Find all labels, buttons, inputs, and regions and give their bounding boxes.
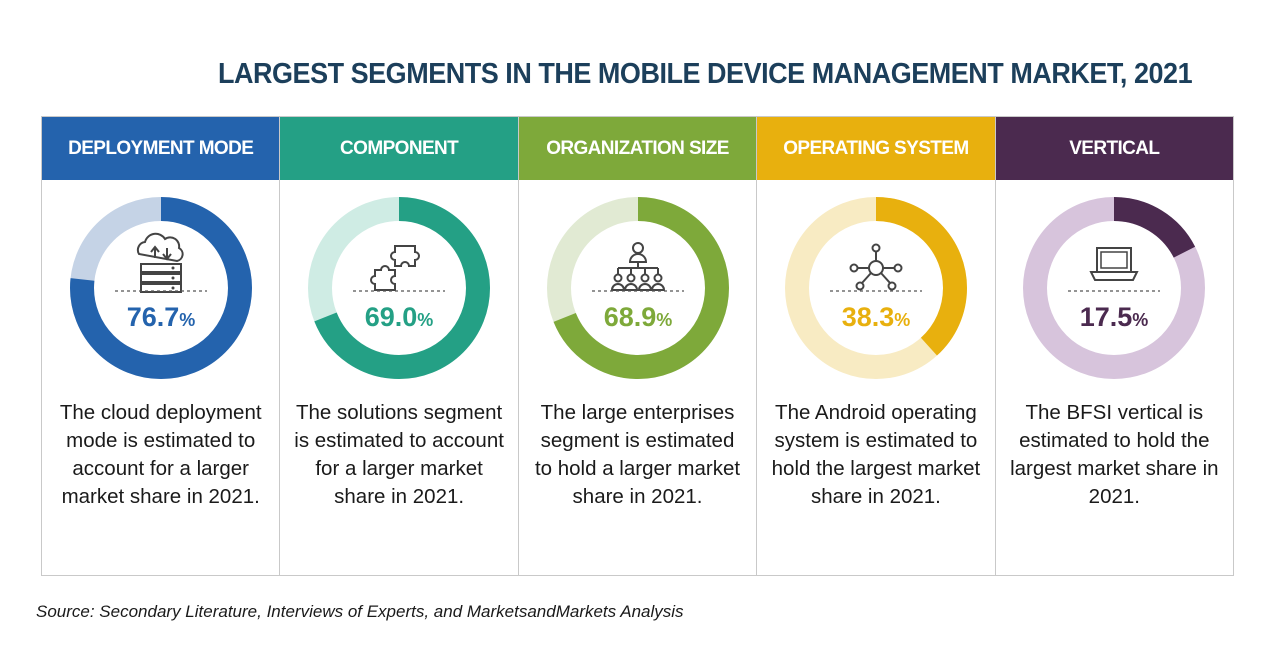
donut-container: 38.3% bbox=[757, 197, 994, 379]
donut-chart: 76.7% bbox=[69, 197, 252, 379]
percentage-value: 68.9 bbox=[603, 302, 656, 332]
source-note: Source: Secondary Literature, Interviews… bbox=[36, 602, 684, 621]
donut-value-arc bbox=[784, 197, 967, 379]
percentage-unit: % bbox=[656, 310, 672, 330]
segments-panel-row: DEPLOYMENT MODE 76.7% The cloud deployme… bbox=[41, 116, 1234, 576]
cloud-server-icon bbox=[136, 232, 184, 293]
donut-chart: 69.0% bbox=[308, 197, 491, 379]
segment-panel-component: COMPONENT 69.0% The solutions segment is… bbox=[280, 117, 519, 575]
percentage-label: 69.0% bbox=[365, 302, 434, 332]
percentage-value: 38.3 bbox=[842, 302, 895, 332]
segment-panel-deployment-mode: DEPLOYMENT MODE 76.7% The cloud deployme… bbox=[42, 117, 281, 575]
panel-header: VERTICAL bbox=[995, 117, 1234, 180]
percentage-label: 17.5% bbox=[1080, 302, 1149, 332]
donut-container: 68.9% bbox=[519, 197, 756, 379]
donut-value-arc bbox=[308, 197, 491, 379]
percentage-value: 69.0 bbox=[365, 302, 418, 332]
donut-chart: 17.5% bbox=[1023, 197, 1206, 379]
panel-description: The large enterprises segment is estimat… bbox=[534, 401, 741, 508]
segment-panel-organization-size: ORGANIZATION SIZE 68.9% The large enterp… bbox=[518, 117, 758, 575]
percentage-unit: % bbox=[179, 310, 195, 330]
donut-value-arc bbox=[1023, 197, 1206, 379]
donut-chart: 38.3% bbox=[784, 197, 967, 379]
percentage-unit: % bbox=[1133, 310, 1149, 330]
segment-panel-vertical: VERTICAL 17.5% The BFSI vertical is esti… bbox=[995, 117, 1234, 575]
panel-header: COMPONENT bbox=[280, 117, 518, 180]
laptop-icon bbox=[1089, 247, 1139, 281]
donut-value-arc bbox=[69, 197, 252, 379]
chart-title: LARGEST SEGMENTS IN THE MOBILE DEVICE MA… bbox=[218, 58, 1193, 90]
network-hub-icon bbox=[849, 243, 903, 291]
donut-container: 69.0% bbox=[280, 197, 517, 379]
puzzle-icon bbox=[370, 245, 421, 291]
panel-header: ORGANIZATION SIZE bbox=[518, 117, 757, 180]
panel-description: The cloud deployment mode is estimated t… bbox=[59, 401, 262, 508]
donut-container: 17.5% bbox=[996, 197, 1233, 379]
panel-header: DEPLOYMENT MODE bbox=[42, 117, 280, 180]
percentage-value: 17.5 bbox=[1080, 302, 1133, 332]
panel-description: The BFSI vertical is estimated to hold t… bbox=[1010, 401, 1219, 508]
percentage-label: 68.9% bbox=[603, 302, 672, 332]
percentage-label: 38.3% bbox=[842, 302, 911, 332]
panel-description: The Android operating system is estimate… bbox=[771, 401, 981, 508]
segment-panel-operating-system: OPERATING SYSTEM 38.3% The Android opera… bbox=[757, 117, 996, 575]
panel-description: The solutions segment is estimated to ac… bbox=[294, 401, 504, 508]
organization-icon bbox=[610, 242, 665, 291]
panel-header: OPERATING SYSTEM bbox=[757, 117, 995, 180]
percentage-label: 76.7% bbox=[126, 302, 195, 332]
donut-value-arc bbox=[546, 197, 729, 379]
donut-container: 76.7% bbox=[42, 197, 279, 379]
percentage-value: 76.7 bbox=[126, 302, 179, 332]
percentage-unit: % bbox=[894, 310, 910, 330]
donut-chart: 68.9% bbox=[546, 197, 729, 379]
percentage-unit: % bbox=[417, 310, 433, 330]
